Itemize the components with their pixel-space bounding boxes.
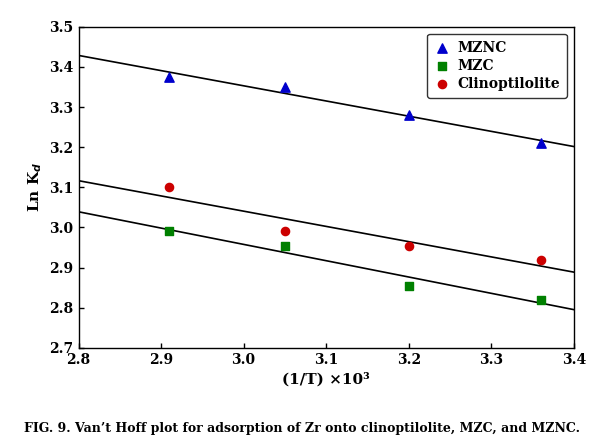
Legend: MZNC, MZC, Clinoptilolite: MZNC, MZC, Clinoptilolite	[427, 34, 567, 98]
MZNC	[280, 83, 290, 91]
MZC	[164, 228, 174, 235]
Y-axis label: Ln K$_d$: Ln K$_d$	[26, 162, 44, 212]
Clinoptilolite	[536, 256, 545, 263]
X-axis label: (1/T) ×10³: (1/T) ×10³	[282, 372, 370, 387]
MZC	[536, 296, 545, 303]
Clinoptilolite	[280, 228, 290, 235]
MZC	[404, 282, 414, 289]
MZNC	[164, 74, 174, 81]
Clinoptilolite	[164, 184, 174, 191]
Clinoptilolite	[404, 242, 414, 249]
MZC	[280, 242, 290, 249]
MZNC	[536, 140, 545, 147]
MZNC	[404, 112, 414, 119]
Text: FIG. 9. Van’t Hoff plot for adsorption of Zr onto clinoptilolite, MZC, and MZNC.: FIG. 9. Van’t Hoff plot for adsorption o…	[24, 421, 580, 435]
